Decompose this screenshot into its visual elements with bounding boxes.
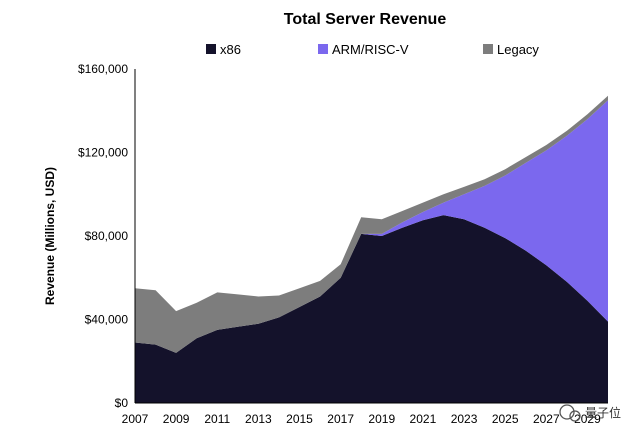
x-tick-label: 2017 [327, 412, 354, 426]
x-tick-label: 2021 [410, 412, 437, 426]
x-tick-label: 2007 [122, 412, 149, 426]
chart-legend: x86 ARM/RISC-V Legacy [206, 42, 539, 57]
x-tick-label: 2013 [245, 412, 272, 426]
watermark-text: 量子位 [585, 405, 621, 420]
x-tick-label: 2009 [163, 412, 190, 426]
wechat-icon-small [569, 410, 581, 422]
x-tick-label: 2011 [204, 412, 230, 426]
legend-swatch-2 [483, 44, 493, 54]
y-tick-label: $0 [115, 396, 129, 410]
chart-axes [134, 69, 608, 404]
legend-swatch-0 [206, 44, 216, 54]
legend-label-0: x86 [220, 42, 241, 57]
x-tick-label: 2019 [368, 412, 395, 426]
x-tick-label: 2027 [533, 412, 560, 426]
y-tick-label: $160,000 [78, 62, 128, 76]
x-tick-label: 2029 [574, 412, 601, 426]
y-tick-label: $40,000 [85, 313, 129, 327]
legend-label-1: ARM/RISC-V [332, 42, 409, 57]
y-axis-ticks: $0 $40,000 $80,000 $120,000 $160,000 [78, 62, 128, 410]
area-series-1 [135, 100, 608, 353]
x-axis-ticks: 2007 2009 2011 2013 2015 2017 2019 2021 2023 2025… [122, 412, 601, 426]
area-series-2 [135, 95, 608, 353]
y-tick-label: $120,000 [78, 146, 128, 160]
x-tick-label: 2023 [451, 412, 478, 426]
area-series-0 [135, 215, 608, 403]
y-axis-label: Revenue (Millions, USD) [43, 167, 57, 305]
watermark: 量子位 [559, 404, 621, 422]
legend-label-2: Legacy [497, 42, 539, 57]
chart-title: Total Server Revenue [284, 11, 447, 28]
wechat-icon [559, 404, 575, 420]
y-tick-label: $80,000 [85, 229, 129, 243]
legend-swatch-1 [318, 44, 328, 54]
chart-areas [135, 95, 608, 403]
x-tick-label: 2025 [492, 412, 519, 426]
x-tick-label: 2015 [286, 412, 313, 426]
